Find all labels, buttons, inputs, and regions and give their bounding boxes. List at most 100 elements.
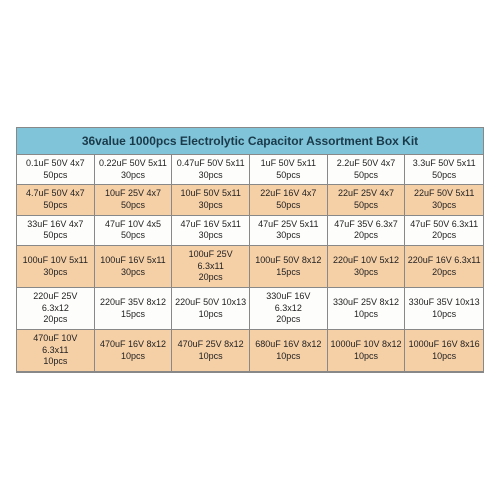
cell-spec: 220uF 16V 6.3x11 (407, 255, 481, 267)
table-cell: 330uF 35V 10x1310pcs (405, 288, 483, 330)
table-cell: 22uF 25V 4x750pcs (328, 185, 406, 215)
table-cell: 47uF 50V 6.3x1120pcs (405, 216, 483, 246)
table-cell: 22uF 50V 5x1130pcs (405, 185, 483, 215)
cell-qty: 30pcs (97, 170, 170, 182)
cell-qty: 10pcs (330, 309, 403, 321)
table-cell: 3.3uF 50V 5x1150pcs (405, 155, 483, 185)
table-cell: 100uF 10V 5x1130pcs (17, 246, 95, 288)
cell-qty: 30pcs (407, 200, 481, 212)
table-grid: 0.1uF 50V 4x750pcs0.22uF 50V 5x1130pcs0.… (17, 155, 483, 372)
cell-spec: 330uF 16V 6.3x12 (252, 291, 325, 314)
capacitor-table: 36value 1000pcs Electrolytic Capacitor A… (16, 127, 484, 373)
cell-qty: 10pcs (174, 351, 247, 363)
table-cell: 1000uF 10V 8x1210pcs (328, 330, 406, 372)
table-cell: 220uF 35V 8x1215pcs (95, 288, 173, 330)
cell-spec: 47uF 10V 4x5 (97, 219, 170, 231)
cell-spec: 0.1uF 50V 4x7 (19, 158, 92, 170)
table-cell: 470uF 25V 8x1210pcs (172, 330, 250, 372)
cell-qty: 30pcs (174, 200, 247, 212)
table-cell: 0.1uF 50V 4x750pcs (17, 155, 95, 185)
cell-qty: 20pcs (174, 272, 247, 284)
cell-spec: 220uF 35V 8x12 (97, 297, 170, 309)
cell-qty: 30pcs (19, 267, 92, 279)
cell-qty: 10pcs (19, 356, 92, 368)
cell-spec: 47uF 35V 6.3x7 (330, 219, 403, 231)
table-cell: 220uF 25V 6.3x1220pcs (17, 288, 95, 330)
cell-qty: 10pcs (330, 351, 403, 363)
table-cell: 220uF 16V 6.3x1120pcs (405, 246, 483, 288)
cell-qty: 20pcs (407, 267, 481, 279)
cell-qty: 10pcs (407, 309, 481, 321)
cell-spec: 220uF 50V 10x13 (174, 297, 247, 309)
cell-qty: 15pcs (252, 267, 325, 279)
cell-qty: 15pcs (97, 309, 170, 321)
cell-spec: 47uF 50V 6.3x11 (407, 219, 481, 231)
cell-spec: 10uF 50V 5x11 (174, 188, 247, 200)
cell-qty: 30pcs (252, 230, 325, 242)
table-cell: 470uF 16V 8x1210pcs (95, 330, 173, 372)
cell-spec: 680uF 16V 8x12 (252, 339, 325, 351)
cell-qty: 50pcs (97, 230, 170, 242)
cell-spec: 0.47uF 50V 5x11 (174, 158, 247, 170)
cell-spec: 0.22uF 50V 5x11 (97, 158, 170, 170)
table-cell: 330uF 25V 8x1210pcs (328, 288, 406, 330)
cell-qty: 50pcs (97, 200, 170, 212)
cell-qty: 10pcs (252, 351, 325, 363)
cell-spec: 47uF 25V 5x11 (252, 219, 325, 231)
table-cell: 100uF 25V 6.3x1120pcs (172, 246, 250, 288)
table-cell: 100uF 50V 8x1215pcs (250, 246, 328, 288)
cell-qty: 50pcs (19, 170, 92, 182)
table-cell: 100uF 16V 5x1130pcs (95, 246, 173, 288)
cell-qty: 50pcs (407, 170, 481, 182)
cell-spec: 330uF 25V 8x12 (330, 297, 403, 309)
cell-spec: 330uF 35V 10x13 (407, 297, 481, 309)
cell-spec: 470uF 16V 8x12 (97, 339, 170, 351)
cell-spec: 22uF 16V 4x7 (252, 188, 325, 200)
table-cell: 10uF 25V 4x750pcs (95, 185, 173, 215)
cell-spec: 100uF 10V 5x11 (19, 255, 92, 267)
table-cell: 47uF 25V 5x1130pcs (250, 216, 328, 246)
cell-qty: 50pcs (252, 200, 325, 212)
cell-qty: 10pcs (174, 309, 247, 321)
cell-qty: 20pcs (330, 230, 403, 242)
cell-spec: 1000uF 16V 8x16 (407, 339, 481, 351)
cell-qty: 50pcs (252, 170, 325, 182)
cell-qty: 30pcs (97, 267, 170, 279)
table-cell: 1uF 50V 5x1150pcs (250, 155, 328, 185)
cell-spec: 22uF 25V 4x7 (330, 188, 403, 200)
cell-qty: 30pcs (174, 170, 247, 182)
cell-spec: 100uF 16V 5x11 (97, 255, 170, 267)
table-cell: 4.7uF 50V 4x750pcs (17, 185, 95, 215)
table-cell: 47uF 35V 6.3x720pcs (328, 216, 406, 246)
table-cell: 47uF 16V 5x1130pcs (172, 216, 250, 246)
cell-qty: 30pcs (174, 230, 247, 242)
table-cell: 220uF 10V 5x1230pcs (328, 246, 406, 288)
cell-spec: 470uF 25V 8x12 (174, 339, 247, 351)
cell-spec: 33uF 16V 4x7 (19, 219, 92, 231)
cell-spec: 10uF 25V 4x7 (97, 188, 170, 200)
cell-qty: 30pcs (330, 267, 403, 279)
table-title: 36value 1000pcs Electrolytic Capacitor A… (17, 128, 483, 155)
table-cell: 0.47uF 50V 5x1130pcs (172, 155, 250, 185)
table-cell: 0.22uF 50V 5x1130pcs (95, 155, 173, 185)
table-cell: 33uF 16V 4x750pcs (17, 216, 95, 246)
cell-qty: 50pcs (330, 200, 403, 212)
cell-spec: 2.2uF 50V 4x7 (330, 158, 403, 170)
table-cell: 470uF 10V 6.3x1110pcs (17, 330, 95, 372)
table-cell: 10uF 50V 5x1130pcs (172, 185, 250, 215)
cell-spec: 1uF 50V 5x11 (252, 158, 325, 170)
table-cell: 330uF 16V 6.3x1220pcs (250, 288, 328, 330)
cell-spec: 3.3uF 50V 5x11 (407, 158, 481, 170)
cell-spec: 220uF 25V 6.3x12 (19, 291, 92, 314)
cell-spec: 100uF 25V 6.3x11 (174, 249, 247, 272)
cell-qty: 10pcs (97, 351, 170, 363)
cell-spec: 47uF 16V 5x11 (174, 219, 247, 231)
cell-qty: 50pcs (330, 170, 403, 182)
cell-qty: 20pcs (19, 314, 92, 326)
table-cell: 680uF 16V 8x1210pcs (250, 330, 328, 372)
cell-spec: 4.7uF 50V 4x7 (19, 188, 92, 200)
cell-spec: 100uF 50V 8x12 (252, 255, 325, 267)
cell-qty: 50pcs (19, 230, 92, 242)
table-cell: 1000uF 16V 8x1610pcs (405, 330, 483, 372)
cell-qty: 20pcs (407, 230, 481, 242)
